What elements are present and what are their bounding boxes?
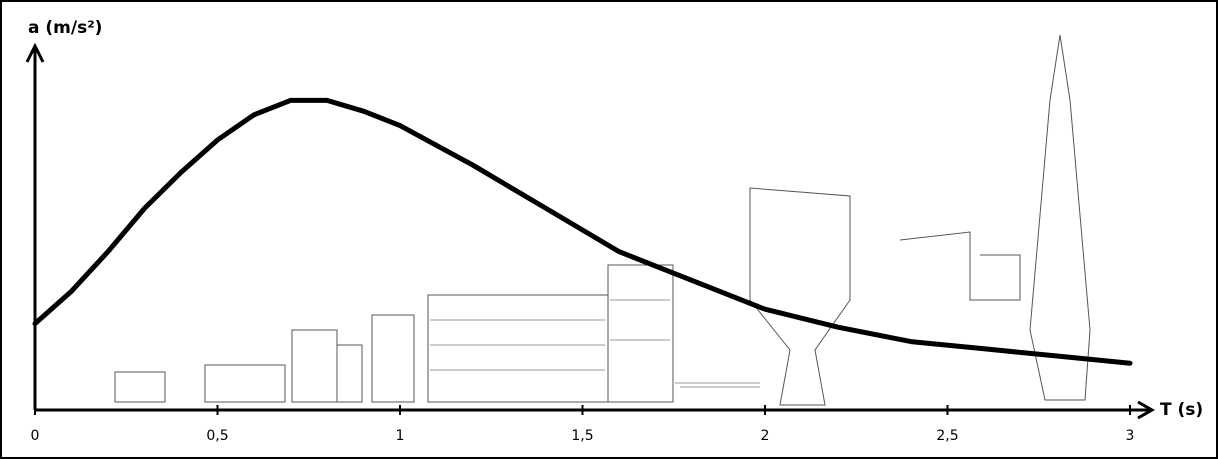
- x-tick-label: 0,5: [206, 428, 228, 444]
- x-axis-arrow: [1137, 400, 1156, 420]
- x-tick-label: 2,5: [936, 428, 958, 444]
- x-tick-label: 1: [396, 428, 405, 444]
- x-axis-label: T (s): [1160, 400, 1203, 420]
- x-tick-label: 0: [31, 428, 40, 444]
- x-tick-label: 2: [761, 428, 770, 444]
- y-axis-arrow: [25, 42, 45, 63]
- x-tick-label: 1,5: [571, 428, 593, 444]
- response-curve: [32, 97, 1133, 366]
- x-tick-label: 3: [1126, 428, 1135, 444]
- y-axis-label: a (m/s²): [28, 18, 102, 38]
- skyline-illustration: [114, 34, 1091, 406]
